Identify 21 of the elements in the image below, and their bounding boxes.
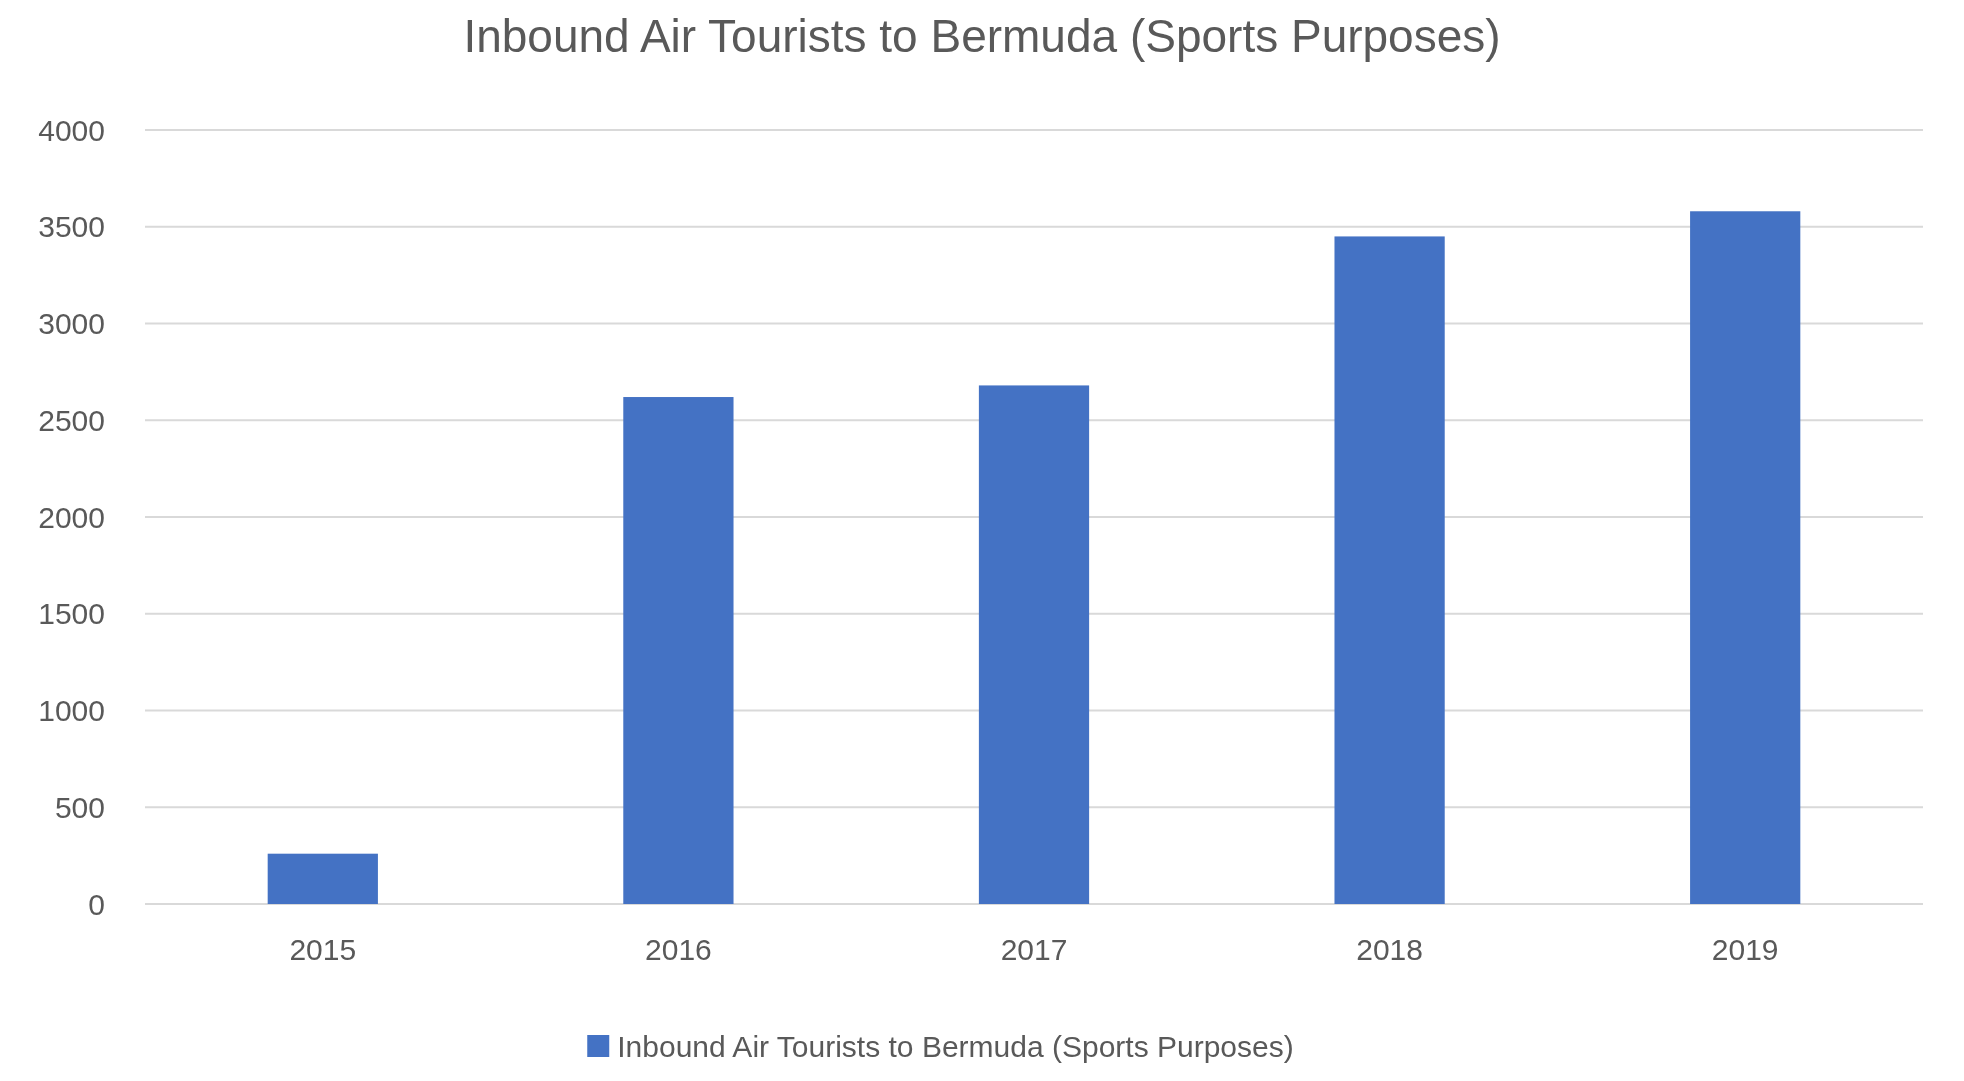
y-tick-label: 2000	[38, 500, 105, 534]
x-tick-label: 2019	[1711, 933, 1779, 966]
x-tick-label: 2016	[645, 933, 712, 966]
bar	[623, 397, 734, 904]
y-tick-label: 1500	[38, 597, 105, 631]
chart-title: Inbound Air Tourists to Bermuda (Sports Purposes)	[463, 10, 1501, 62]
legend-label: Inbound Air Tourists to Bermuda (Sports Purposes)	[617, 1029, 1294, 1063]
x-tick-label: 2018	[1356, 933, 1423, 966]
bar	[1690, 211, 1801, 904]
y-tick-label: 500	[54, 790, 105, 824]
y-tick-label: 3500	[38, 210, 105, 244]
x-tick-label: 2015	[289, 933, 357, 966]
bar	[267, 853, 378, 904]
x-tick-label: 2017	[1000, 933, 1068, 966]
y-tick-label: 1000	[38, 694, 105, 727]
bar	[978, 385, 1090, 904]
y-tick-label: 4000	[38, 113, 105, 147]
y-tick-label: 0	[88, 887, 105, 921]
y-tick-label: 3000	[38, 307, 105, 340]
y-tick-label: 2500	[38, 403, 105, 437]
bar	[1334, 236, 1445, 904]
